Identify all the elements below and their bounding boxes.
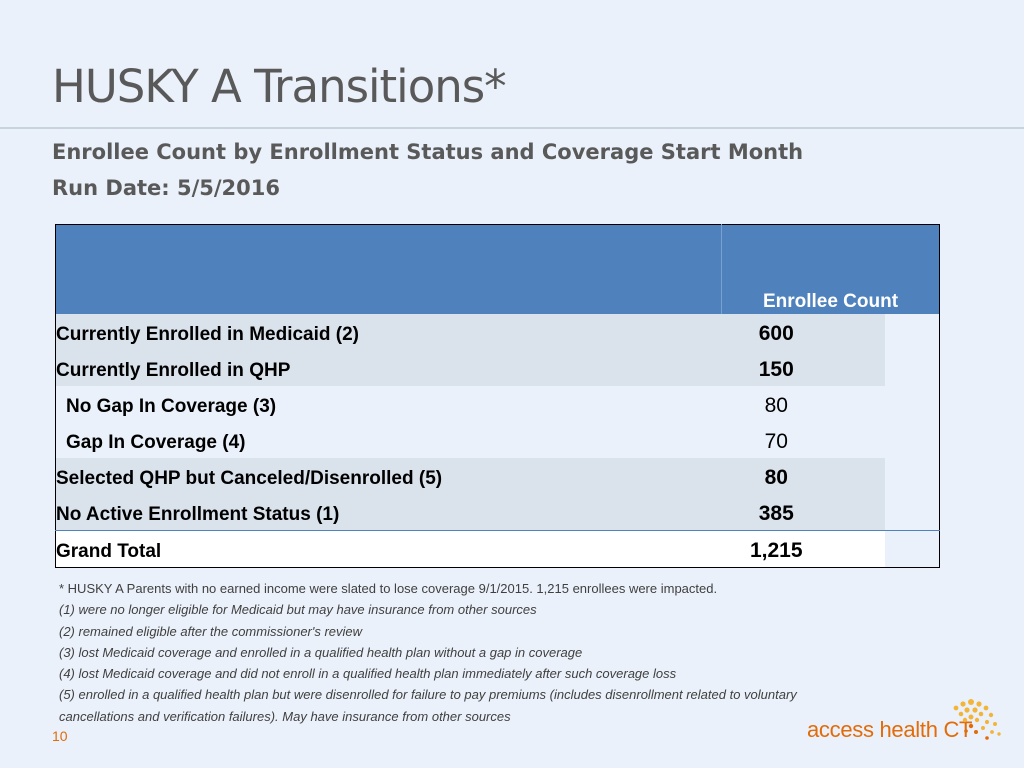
row-value: 70: [667, 422, 886, 458]
table-row: Selected QHP but Canceled/Disenrolled (5…: [55, 458, 940, 494]
grand-total-row: Grand Total 1,215: [55, 530, 940, 568]
footnote: (5) enrolled in a qualified health plan …: [59, 687, 797, 703]
row-label: Grand Total: [55, 530, 722, 568]
row-label: No Active Enrollment Status (1): [55, 494, 722, 531]
enrollee-table: Enrollee Count Currently Enrolled in Med…: [55, 224, 940, 568]
header-enrollee-count: Enrollee Count: [721, 224, 940, 314]
row-label: No Gap In Coverage (3): [55, 386, 722, 422]
row-value: 150: [667, 350, 886, 386]
slide-subtitle: Enrollee Count by Enrollment Status and …: [52, 140, 804, 164]
footnote: cancellations and verification failures)…: [59, 708, 511, 724]
logo-text: access health CT: [807, 717, 972, 743]
table-row: Gap In Coverage (4) 70: [55, 422, 940, 458]
sunburst-dots-icon: [953, 699, 1001, 740]
table-row: No Gap In Coverage (3) 80: [55, 386, 940, 422]
row-label: Currently Enrolled in QHP: [55, 350, 722, 386]
table-row: No Active Enrollment Status (1) 385: [55, 494, 940, 531]
title-divider: [0, 127, 1024, 129]
row-value: 80: [667, 386, 886, 422]
table-row: Currently Enrolled in QHP 150: [55, 350, 940, 386]
row-value: 1,215: [667, 530, 886, 568]
footnote: * HUSKY A Parents with no earned income …: [59, 581, 718, 596]
footnote: (2) remained eligible after the commissi…: [59, 623, 363, 639]
logo-ct: CT: [943, 717, 973, 742]
row-value: 80: [667, 458, 886, 494]
row-label: Selected QHP but Canceled/Disenrolled (5…: [55, 458, 722, 494]
table-row: Currently Enrolled in Medicaid (2) 600: [55, 314, 940, 350]
footnote: (4) lost Medicaid coverage and did not e…: [59, 666, 677, 682]
row-label: Currently Enrolled in Medicaid (2): [55, 314, 722, 350]
header-label-cell: [55, 224, 722, 314]
table-header-row: Enrollee Count: [55, 224, 940, 314]
row-value: 385: [667, 494, 886, 531]
access-health-ct-logo: access health CT: [807, 696, 1007, 752]
footnote: (3) lost Medicaid coverage and enrolled …: [59, 644, 583, 660]
row-value: 600: [667, 314, 886, 350]
logo-wordmark: access health: [807, 717, 938, 742]
page-number: 10: [52, 728, 68, 744]
row-label: Gap In Coverage (4): [55, 422, 722, 458]
slide-title: HUSKY A Transitions*: [52, 60, 507, 113]
footnote: (1) were no longer eligible for Medicaid…: [59, 602, 537, 618]
footnotes: * HUSKY A Parents with no earned income …: [59, 578, 959, 727]
run-date: Run Date: 5/5/2016: [52, 176, 280, 200]
